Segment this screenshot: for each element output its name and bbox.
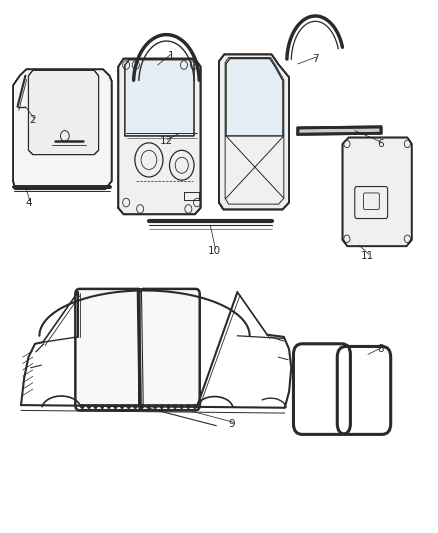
- Polygon shape: [343, 138, 412, 246]
- FancyBboxPatch shape: [139, 289, 200, 410]
- Circle shape: [101, 405, 103, 408]
- Circle shape: [107, 405, 110, 408]
- Text: 11: 11: [361, 251, 374, 261]
- Circle shape: [94, 405, 97, 408]
- Polygon shape: [226, 59, 283, 136]
- Circle shape: [167, 405, 170, 408]
- Polygon shape: [219, 54, 289, 209]
- FancyBboxPatch shape: [75, 289, 142, 410]
- Circle shape: [154, 405, 156, 408]
- Circle shape: [81, 405, 84, 408]
- Polygon shape: [298, 127, 381, 134]
- Circle shape: [134, 405, 137, 408]
- Circle shape: [141, 405, 143, 408]
- Polygon shape: [125, 60, 194, 136]
- Circle shape: [180, 405, 183, 408]
- Circle shape: [187, 405, 190, 408]
- Circle shape: [174, 405, 177, 408]
- Polygon shape: [28, 70, 99, 155]
- Text: 6: 6: [378, 139, 385, 149]
- Circle shape: [194, 405, 196, 408]
- Text: 12: 12: [160, 136, 173, 146]
- Text: 2: 2: [29, 115, 36, 125]
- Text: 1: 1: [167, 51, 174, 61]
- Text: 10: 10: [208, 246, 221, 255]
- Polygon shape: [118, 59, 201, 214]
- Circle shape: [114, 405, 117, 408]
- Text: 8: 8: [378, 344, 385, 354]
- Circle shape: [88, 405, 90, 408]
- Text: 7: 7: [312, 54, 319, 63]
- Text: 4: 4: [25, 198, 32, 207]
- Circle shape: [121, 405, 124, 408]
- Circle shape: [160, 405, 163, 408]
- Circle shape: [147, 405, 150, 408]
- Circle shape: [127, 405, 130, 408]
- Text: 9: 9: [229, 419, 236, 429]
- Polygon shape: [13, 69, 112, 189]
